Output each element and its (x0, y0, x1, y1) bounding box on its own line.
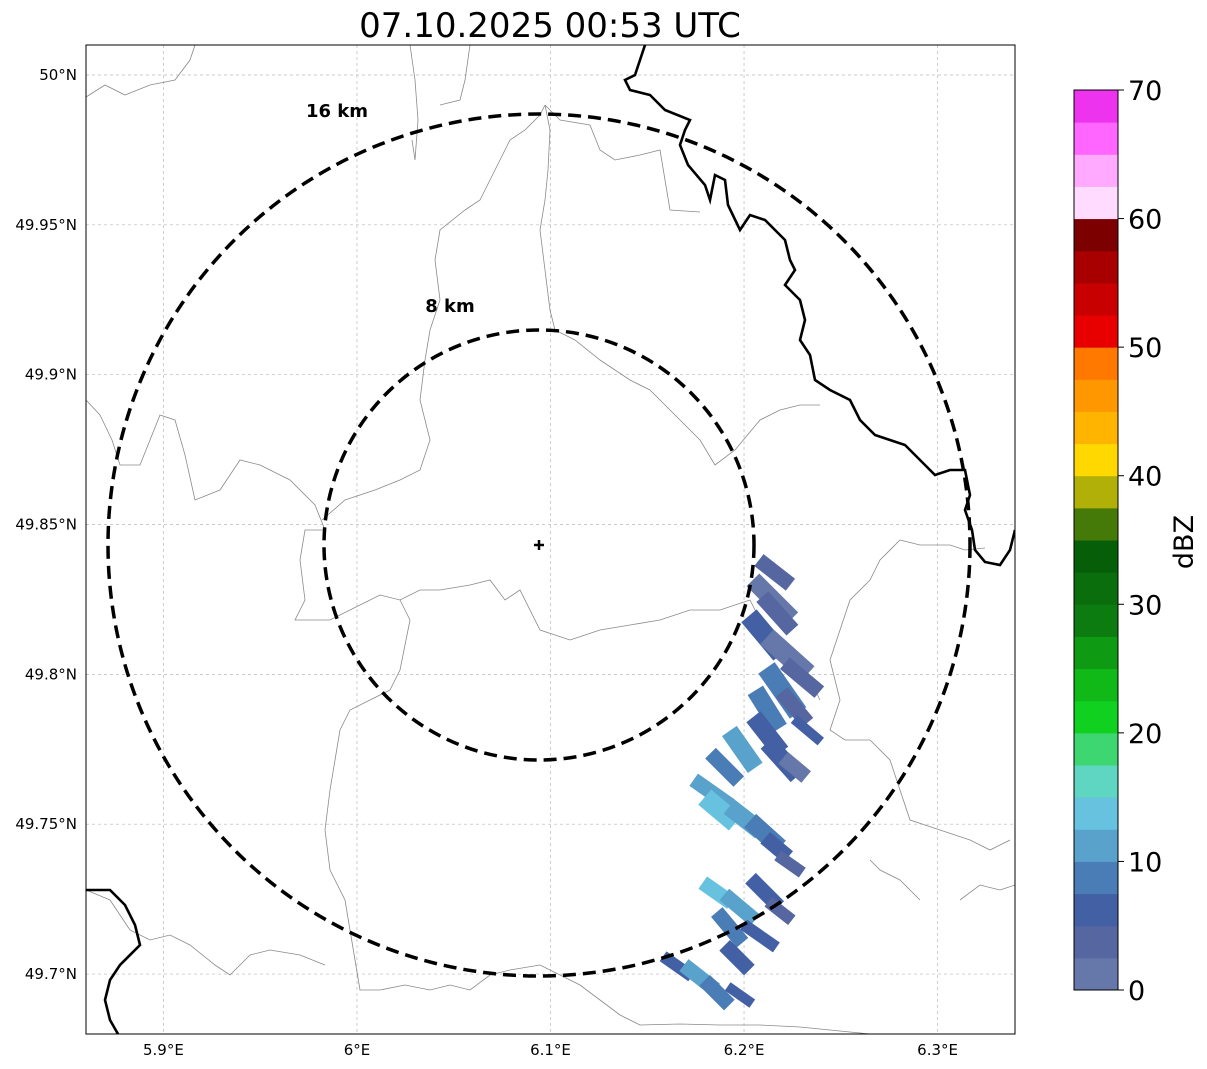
longitude-ticks: 5.9°E 6°E 6.1°E 6.2°E 6.3°E (143, 1041, 958, 1059)
echo-bin (776, 687, 814, 728)
range-rings (106, 112, 972, 978)
colorbar-segment (1074, 732, 1118, 766)
colorbar-segment (1074, 250, 1118, 284)
colorbar-tick-label: 10 (1128, 847, 1162, 878)
colorbar-tick-label: 70 (1128, 76, 1162, 107)
colorbar-segment (1074, 893, 1118, 927)
municipal-boundaries (86, 45, 1015, 1034)
colorbar-segment (1074, 572, 1118, 605)
colorbar-segment (1074, 829, 1118, 862)
lat-tick-label: 49.75°N (15, 815, 77, 833)
echo-bin (780, 657, 825, 698)
echo-bin (790, 715, 825, 746)
colorbar-ticks: 0 10 20 30 40 50 60 70 (1118, 76, 1162, 1007)
radar-site-marker (534, 540, 544, 550)
echo-bin (764, 897, 796, 925)
lat-tick-label: 50°N (39, 66, 77, 84)
latitude-ticks: 50°N 49.95°N 49.9°N 49.85°N 49.8°N 49.75°N 49.… (15, 66, 77, 983)
echo-bin (705, 747, 745, 787)
colorbar-segment (1074, 122, 1118, 155)
colorbar-tick-label: 20 (1128, 719, 1162, 750)
echo-bin (719, 940, 755, 976)
echo-bin (747, 685, 787, 734)
lon-tick-label: 6°E (344, 1041, 371, 1059)
figure-title: 07.10.2025 00:53 UTC (359, 6, 741, 46)
colorbar (1073, 89, 1119, 991)
colorbar-segment (1074, 636, 1118, 670)
map-frame (85, 44, 1016, 1035)
lat-tick-label: 49.8°N (25, 665, 77, 683)
colorbar-segment (1074, 379, 1118, 412)
colorbar-segment (1074, 315, 1118, 348)
colorbar-segment (1074, 347, 1118, 380)
colorbar-segment (1074, 700, 1118, 734)
colorbar-segment (1074, 604, 1118, 637)
echo-bin (740, 919, 780, 953)
colorbar-segment (1074, 218, 1118, 252)
colorbar-tick-label: 60 (1128, 205, 1162, 236)
colorbar-segment (1074, 925, 1118, 959)
colorbar-tick-label: 50 (1128, 333, 1162, 364)
colorbar-segment (1074, 668, 1118, 702)
colorbar-segment (1074, 411, 1118, 445)
colorbar-frame (1073, 89, 1119, 991)
lon-tick-label: 6.1°E (530, 1041, 571, 1059)
colorbar-tick-label: 40 (1128, 462, 1162, 493)
colorbar-tick-label: 30 (1128, 590, 1162, 621)
gridlines (86, 45, 1015, 1034)
ring-label-16km: 16 km (306, 101, 368, 122)
lat-tick-label: 49.85°N (15, 516, 77, 534)
lon-tick-label: 6.3°E (917, 1041, 958, 1059)
echo-bin (711, 907, 749, 948)
range-ring-8km (322, 328, 756, 762)
colorbar-tick-label: 0 (1128, 976, 1145, 1007)
colorbar-segment (1074, 443, 1118, 477)
echo-bin (774, 850, 806, 878)
colorbar-segment (1074, 540, 1118, 573)
echo-bin (698, 789, 742, 831)
colorbar-segment (1074, 154, 1118, 187)
echo-bin (699, 975, 735, 1011)
colorbar-segment (1074, 90, 1118, 123)
lon-tick-label: 6.2°E (724, 1041, 765, 1059)
ring-label-8km: 8 km (425, 296, 475, 317)
colorbar-segment (1074, 861, 1118, 895)
lat-tick-label: 49.7°N (25, 965, 77, 983)
echo-bin (724, 982, 756, 1008)
echo-bin (778, 751, 811, 783)
lat-tick-label: 49.9°N (25, 366, 77, 384)
national-border (86, 45, 1015, 1034)
radar-echoes (659, 554, 825, 1011)
colorbar-segment (1074, 507, 1118, 541)
colorbar-segment (1074, 765, 1118, 798)
echo-bin (756, 591, 799, 636)
colorbar-segment (1074, 475, 1118, 509)
lon-tick-label: 5.9°E (143, 1041, 184, 1059)
lat-tick-label: 49.95°N (15, 216, 77, 234)
colorbar-segment (1074, 186, 1118, 220)
echo-bin (719, 888, 760, 926)
echo-bin (754, 554, 796, 591)
colorbar-segment (1074, 797, 1118, 830)
colorbar-segment (1074, 957, 1118, 991)
range-ring-16km (106, 112, 972, 978)
colorbar-segment (1074, 282, 1118, 316)
colorbar-label: dBZ (1169, 515, 1200, 569)
echo-bin (722, 725, 763, 774)
